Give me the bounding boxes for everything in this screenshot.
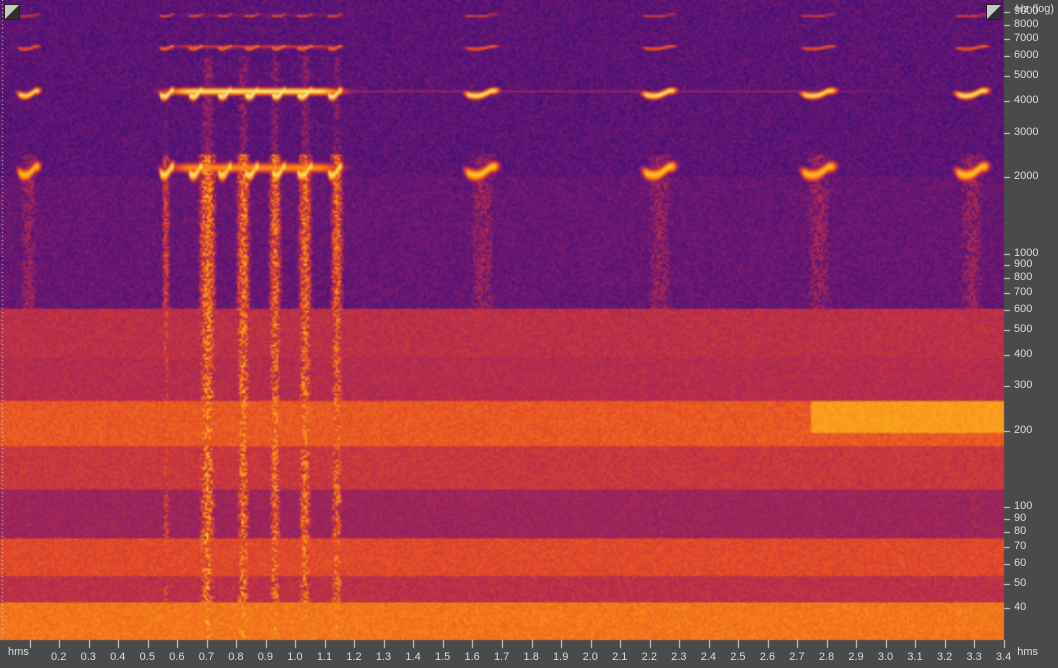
x-tick-label: 3.1 — [907, 652, 922, 663]
y-tick-label: 1000 — [1014, 248, 1038, 259]
y-tick-label: 2000 — [1014, 171, 1038, 182]
x-tick-label: 2.6 — [760, 652, 775, 663]
x-tick-label: 1.1 — [317, 652, 332, 663]
x-tick-label: 2.1 — [612, 652, 627, 663]
x-tick-label: 2.2 — [642, 652, 657, 663]
x-tick-label: 1.6 — [464, 652, 479, 663]
y-tick-label: 7000 — [1014, 33, 1038, 44]
x-tick-label: 3.3 — [966, 652, 981, 663]
spectrogram-canvas — [0, 0, 1058, 668]
x-tick-label: 1.2 — [346, 652, 361, 663]
y-tick-label: 200 — [1014, 425, 1032, 436]
y-tick-label: 100 — [1014, 501, 1032, 512]
x-tick-label: 3.0 — [878, 652, 893, 663]
x-tick-label: 1.3 — [376, 652, 391, 663]
x-tick-label: 0.8 — [228, 652, 243, 663]
y-tick-label: 60 — [1014, 558, 1026, 569]
resize-handle-top-left[interactable] — [4, 4, 20, 20]
y-tick-label: 90 — [1014, 513, 1026, 524]
y-tick-label: 400 — [1014, 349, 1032, 360]
x-tick-label: 0.7 — [199, 652, 214, 663]
x-tick-label: 0.4 — [110, 652, 125, 663]
x-tick-label: 0.3 — [81, 652, 96, 663]
x-tick-label: 1.4 — [405, 652, 420, 663]
x-tick-label: 1.9 — [553, 652, 568, 663]
x-tick-label: 2.0 — [583, 652, 598, 663]
y-tick-label: 500 — [1014, 324, 1032, 335]
y-tick-label: 600 — [1014, 304, 1032, 315]
x-tick-label: 1.7 — [494, 652, 509, 663]
y-tick-label: 80 — [1014, 526, 1026, 537]
y-tick-label: 3000 — [1014, 127, 1038, 138]
x-tick-label: 2.7 — [789, 652, 804, 663]
y-tick-label: 5000 — [1014, 70, 1038, 81]
x-tick-label: 0.5 — [140, 652, 155, 663]
x-tick-label: 2.8 — [819, 652, 834, 663]
y-tick-label: 8000 — [1014, 19, 1038, 30]
y-tick-label: 40 — [1014, 602, 1026, 613]
x-tick-label: 2.4 — [701, 652, 716, 663]
y-tick-label: 6000 — [1014, 50, 1038, 61]
x-tick-label: 2.9 — [848, 652, 863, 663]
x-tick-label: 3.4 — [996, 652, 1011, 663]
y-tick-label: 900 — [1014, 259, 1032, 270]
x-tick-label: 0.2 — [51, 652, 66, 663]
y-tick-label: 4000 — [1014, 95, 1038, 106]
x-tick-label: 2.5 — [730, 652, 745, 663]
y-tick-label: 50 — [1014, 578, 1026, 589]
y-tick-label: 70 — [1014, 541, 1026, 552]
y-axis-unit-label: Hz (log) — [1015, 4, 1054, 15]
x-tick-label: 0.6 — [169, 652, 184, 663]
x-tick-label: 0.9 — [258, 652, 273, 663]
x-tick-label: 1.8 — [524, 652, 539, 663]
x-axis-unit-left: hms — [8, 647, 29, 658]
x-axis-unit-right: hms — [1017, 647, 1038, 658]
y-tick-label: 800 — [1014, 272, 1032, 283]
x-tick-label: 3.2 — [937, 652, 952, 663]
y-tick-label: 300 — [1014, 380, 1032, 391]
y-tick-label: 700 — [1014, 287, 1032, 298]
x-tick-label: 2.3 — [671, 652, 686, 663]
x-tick-label: 1.5 — [435, 652, 450, 663]
resize-handle-top-right[interactable] — [986, 4, 1002, 20]
x-tick-label: 1.0 — [287, 652, 302, 663]
